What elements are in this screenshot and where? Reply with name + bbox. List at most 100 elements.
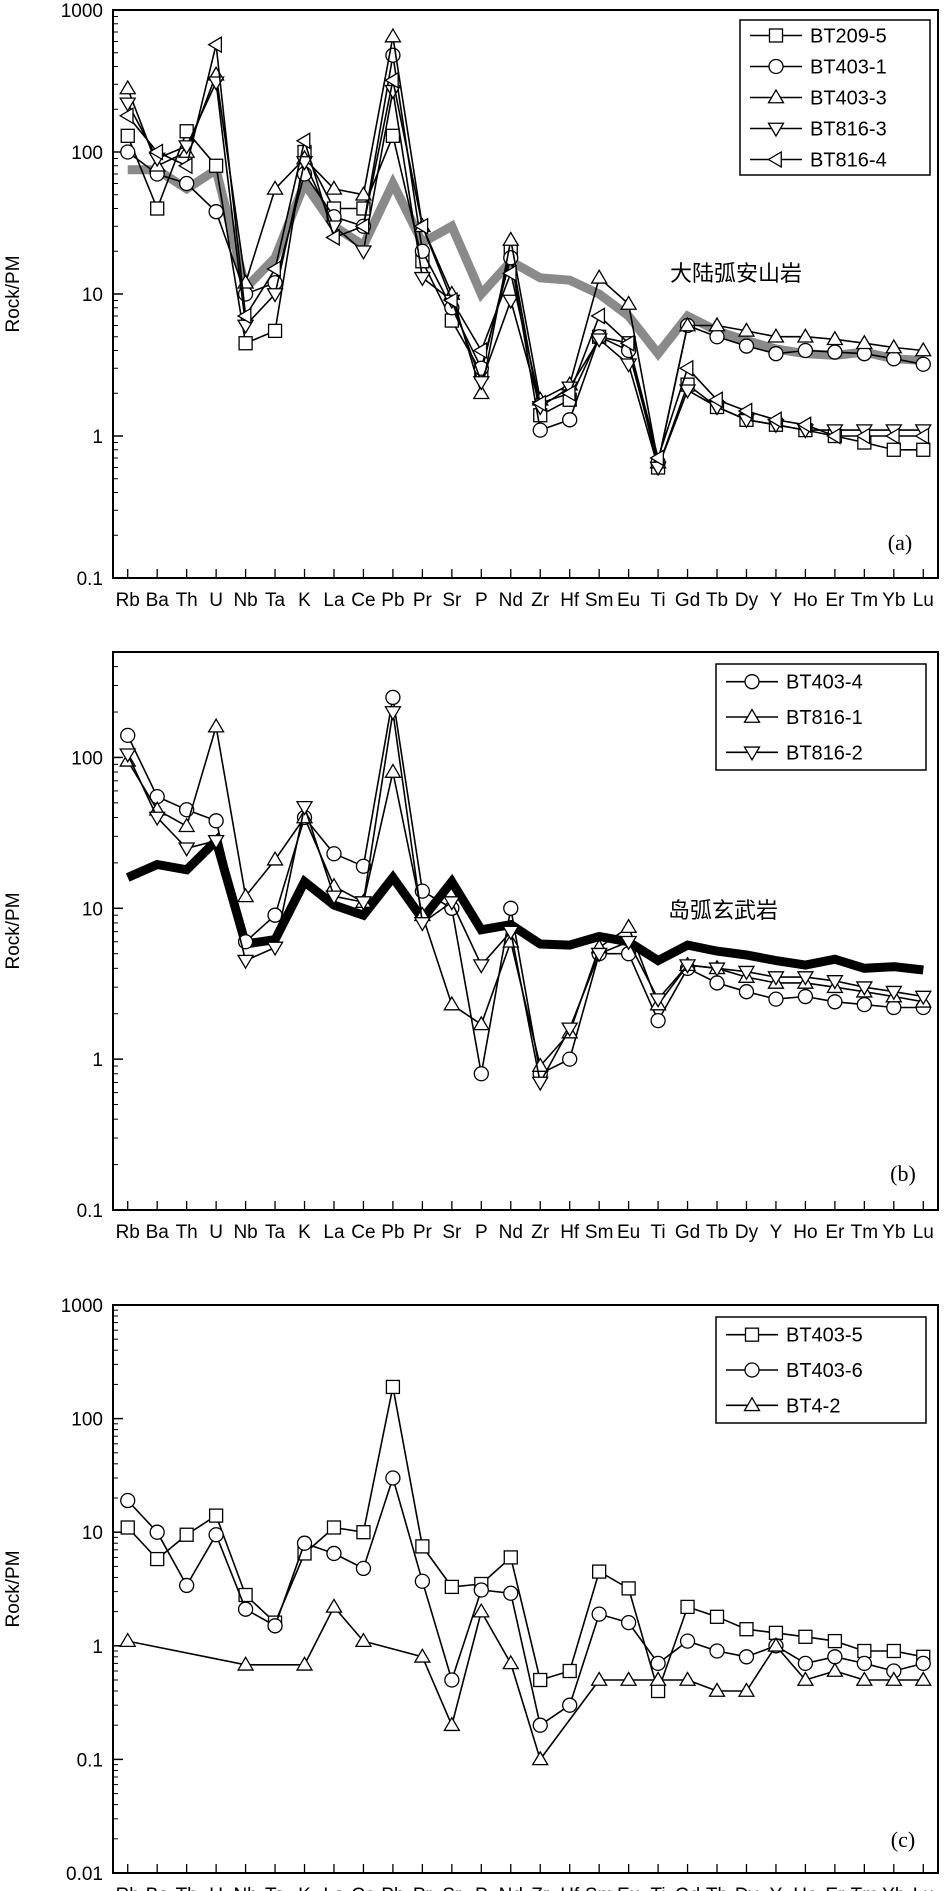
panel-label: (c) [891, 1827, 915, 1852]
data-point [120, 144, 136, 160]
data-point [914, 990, 932, 1006]
x-tick-label: Ba [146, 1222, 170, 1243]
data-point [207, 834, 225, 850]
data-point [120, 128, 135, 143]
x-tick-label: Ta [265, 1222, 286, 1243]
data-point [384, 706, 402, 721]
data-point [354, 896, 373, 911]
data-point [443, 1716, 461, 1732]
x-tick-label: Ce [351, 590, 375, 611]
x-tick-label: Tb [706, 590, 728, 611]
data-point [472, 341, 488, 360]
data-point [678, 316, 697, 332]
reference-line [125, 832, 924, 975]
data-point [796, 1671, 815, 1686]
x-tick-label: Hf [560, 590, 580, 611]
data-point [650, 1012, 666, 1029]
x-tick-label: Zr [531, 1222, 550, 1243]
x-tick-label: Ba [146, 1885, 170, 1891]
chart-panel-b: 0.1 1 10 100 Rock/PM Rb Ba Th U Nb Ta K La Ce Pb Pr Sr P N… [3, 651, 939, 1243]
data-point [592, 1564, 607, 1579]
data-point [502, 1654, 520, 1670]
x-tick-label: Ta [265, 590, 286, 611]
series-line [126, 81, 924, 469]
data-point [443, 995, 461, 1011]
data-point [650, 1683, 666, 1699]
data-point [472, 1602, 490, 1618]
legend-marker [743, 1396, 761, 1412]
data-point [590, 947, 608, 963]
panel-label: (a) [888, 530, 912, 555]
y-tick-label: 0.01 [66, 1864, 103, 1885]
plot-frame [112, 1304, 939, 1874]
data-point [886, 1643, 901, 1659]
x-tick-label: Eu [617, 1885, 640, 1891]
data-point [650, 1655, 666, 1672]
data-point [532, 422, 548, 438]
data-point [266, 180, 284, 195]
data-point [413, 1648, 432, 1663]
series-line [126, 696, 924, 1075]
data-point [150, 1551, 165, 1567]
data-point [148, 811, 166, 827]
data-point [443, 291, 458, 310]
series-BT403-5 [120, 1379, 931, 1699]
data-point [266, 260, 281, 278]
data-point [119, 1632, 137, 1647]
x-tick-label: Ce [351, 1885, 375, 1891]
data-point [855, 981, 873, 996]
x-tick-label: P [475, 1885, 488, 1891]
data-point [295, 801, 314, 816]
x-tick-label: Th [176, 1885, 198, 1891]
x-tick-label: K [298, 1222, 311, 1243]
chart-panel-a: 0.1 1 10 100 1000 Rock/PM Rb Ba Th U Nb Ta K La Ce Pb Pr… [3, 1, 939, 611]
x-tick-label: U [209, 1885, 223, 1891]
data-point [503, 900, 519, 916]
data-point [797, 1655, 814, 1672]
x-tick-label: Zr [531, 1885, 550, 1891]
x-tick-label: P [475, 590, 488, 611]
x-tick-label: Pr [413, 1222, 433, 1243]
data-point [798, 1629, 813, 1644]
data-point [620, 1614, 637, 1631]
x-tick-label: Ti [651, 590, 666, 611]
data-point [649, 449, 664, 467]
plot-frame [112, 651, 939, 1211]
data-point [619, 358, 638, 374]
x-tick-label: Eu [617, 590, 640, 611]
y-axis-title: Rock/PM [3, 255, 24, 332]
y-tick-label: 1 [92, 1050, 103, 1071]
x-tick-label: Sm [585, 590, 614, 611]
y-tick-label: 100 [71, 1410, 103, 1431]
y-tick-label: 100 [71, 748, 103, 769]
data-point [179, 175, 195, 192]
data-point [855, 427, 871, 445]
x-tick-label: Ta [265, 1885, 286, 1891]
x-tick-label: Yb [882, 1222, 905, 1243]
x-tick-label: Nd [499, 1885, 523, 1891]
legend-label: BT816-2 [786, 742, 863, 764]
data-point [562, 1663, 577, 1679]
series-line [126, 711, 924, 1084]
data-point [680, 1599, 695, 1615]
x-tick-label: Ho [793, 1885, 817, 1891]
data-point [325, 1598, 343, 1613]
data-point [767, 971, 785, 986]
y-tick-label: 100 [71, 143, 103, 164]
data-point [326, 846, 342, 862]
x-tick-label: Rb [116, 590, 140, 611]
reference-annotation: 大陆弧安山岩 [670, 262, 802, 287]
data-point [619, 918, 638, 934]
legend-marker [768, 58, 784, 75]
legend-label: BT816-3 [810, 119, 887, 141]
data-point [532, 1717, 548, 1733]
legend-marker [744, 1327, 760, 1342]
data-point [560, 384, 576, 402]
series-line [127, 43, 924, 459]
data-point [179, 1577, 195, 1594]
data-point [649, 993, 667, 1008]
x-tick-label: La [323, 1885, 345, 1891]
data-point [708, 962, 726, 978]
data-point [295, 132, 311, 150]
data-point [708, 1682, 726, 1697]
